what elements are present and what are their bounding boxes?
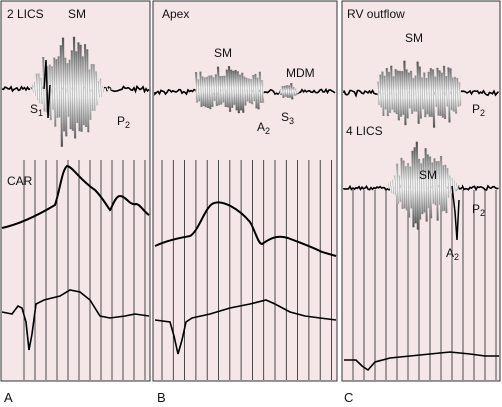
panel-c-lower-trace <box>344 351 499 372</box>
panel-a-carotid-trace <box>1 164 150 229</box>
murmur-outline <box>278 83 299 100</box>
panel-c-p2b-label: P2 <box>472 202 486 218</box>
panel-c-sm-label: SM <box>405 31 423 45</box>
panel-b-frame <box>152 0 338 382</box>
panel-c-sm2-label: SM <box>419 168 437 182</box>
panel-a-s1-label: S1 <box>30 102 44 118</box>
panel-a-lower-trace <box>1 289 150 351</box>
panel-b-title: Apex <box>162 7 190 21</box>
panel-c-title: RV outflow <box>347 7 405 21</box>
panel-c-a2-spike <box>451 185 460 241</box>
murmur-outline <box>386 141 462 230</box>
panel-b-lower-trace <box>154 299 337 355</box>
murmur-outline <box>30 36 113 147</box>
panel-b-mdm <box>278 83 300 100</box>
panel-a-gridlines <box>23 160 146 380</box>
panel-b-a2-label: A2 <box>257 120 271 136</box>
waveform-traces <box>1 36 500 372</box>
murmur-outline <box>377 60 461 128</box>
panel-a-sm-label: SM <box>68 7 86 21</box>
panel-c-murmur-lower <box>386 141 462 230</box>
panel-a-s1-spike <box>43 59 51 119</box>
panel-b-s3-label: S3 <box>281 110 295 126</box>
panel-c-p2-label: P2 <box>472 102 486 118</box>
panel-b-letter: B <box>157 390 166 405</box>
panel-c-a2-label: A2 <box>446 246 460 262</box>
panel-b-sm-label: SM <box>214 46 232 60</box>
panel-c-gridlines <box>352 190 497 380</box>
panel-a-p2-label: P2 <box>117 114 131 130</box>
panel-b-murmur <box>194 66 265 114</box>
panel-b-mdm-label: MDM <box>286 66 315 80</box>
panel-a-title: 2 LICS <box>7 7 44 21</box>
panel-c-letter: C <box>344 390 354 405</box>
panel-c-murmur-upper <box>376 60 462 128</box>
panel-a-car-label: CAR <box>7 174 33 188</box>
panel-a-murmur <box>30 36 113 147</box>
panel-c-4lics-label: 4 LICS <box>346 124 383 138</box>
panel-b-apex-trace <box>154 201 337 257</box>
panel-b-gridlines <box>161 160 332 380</box>
murmur-outline <box>195 66 264 114</box>
panel-a-letter: A <box>4 390 13 405</box>
